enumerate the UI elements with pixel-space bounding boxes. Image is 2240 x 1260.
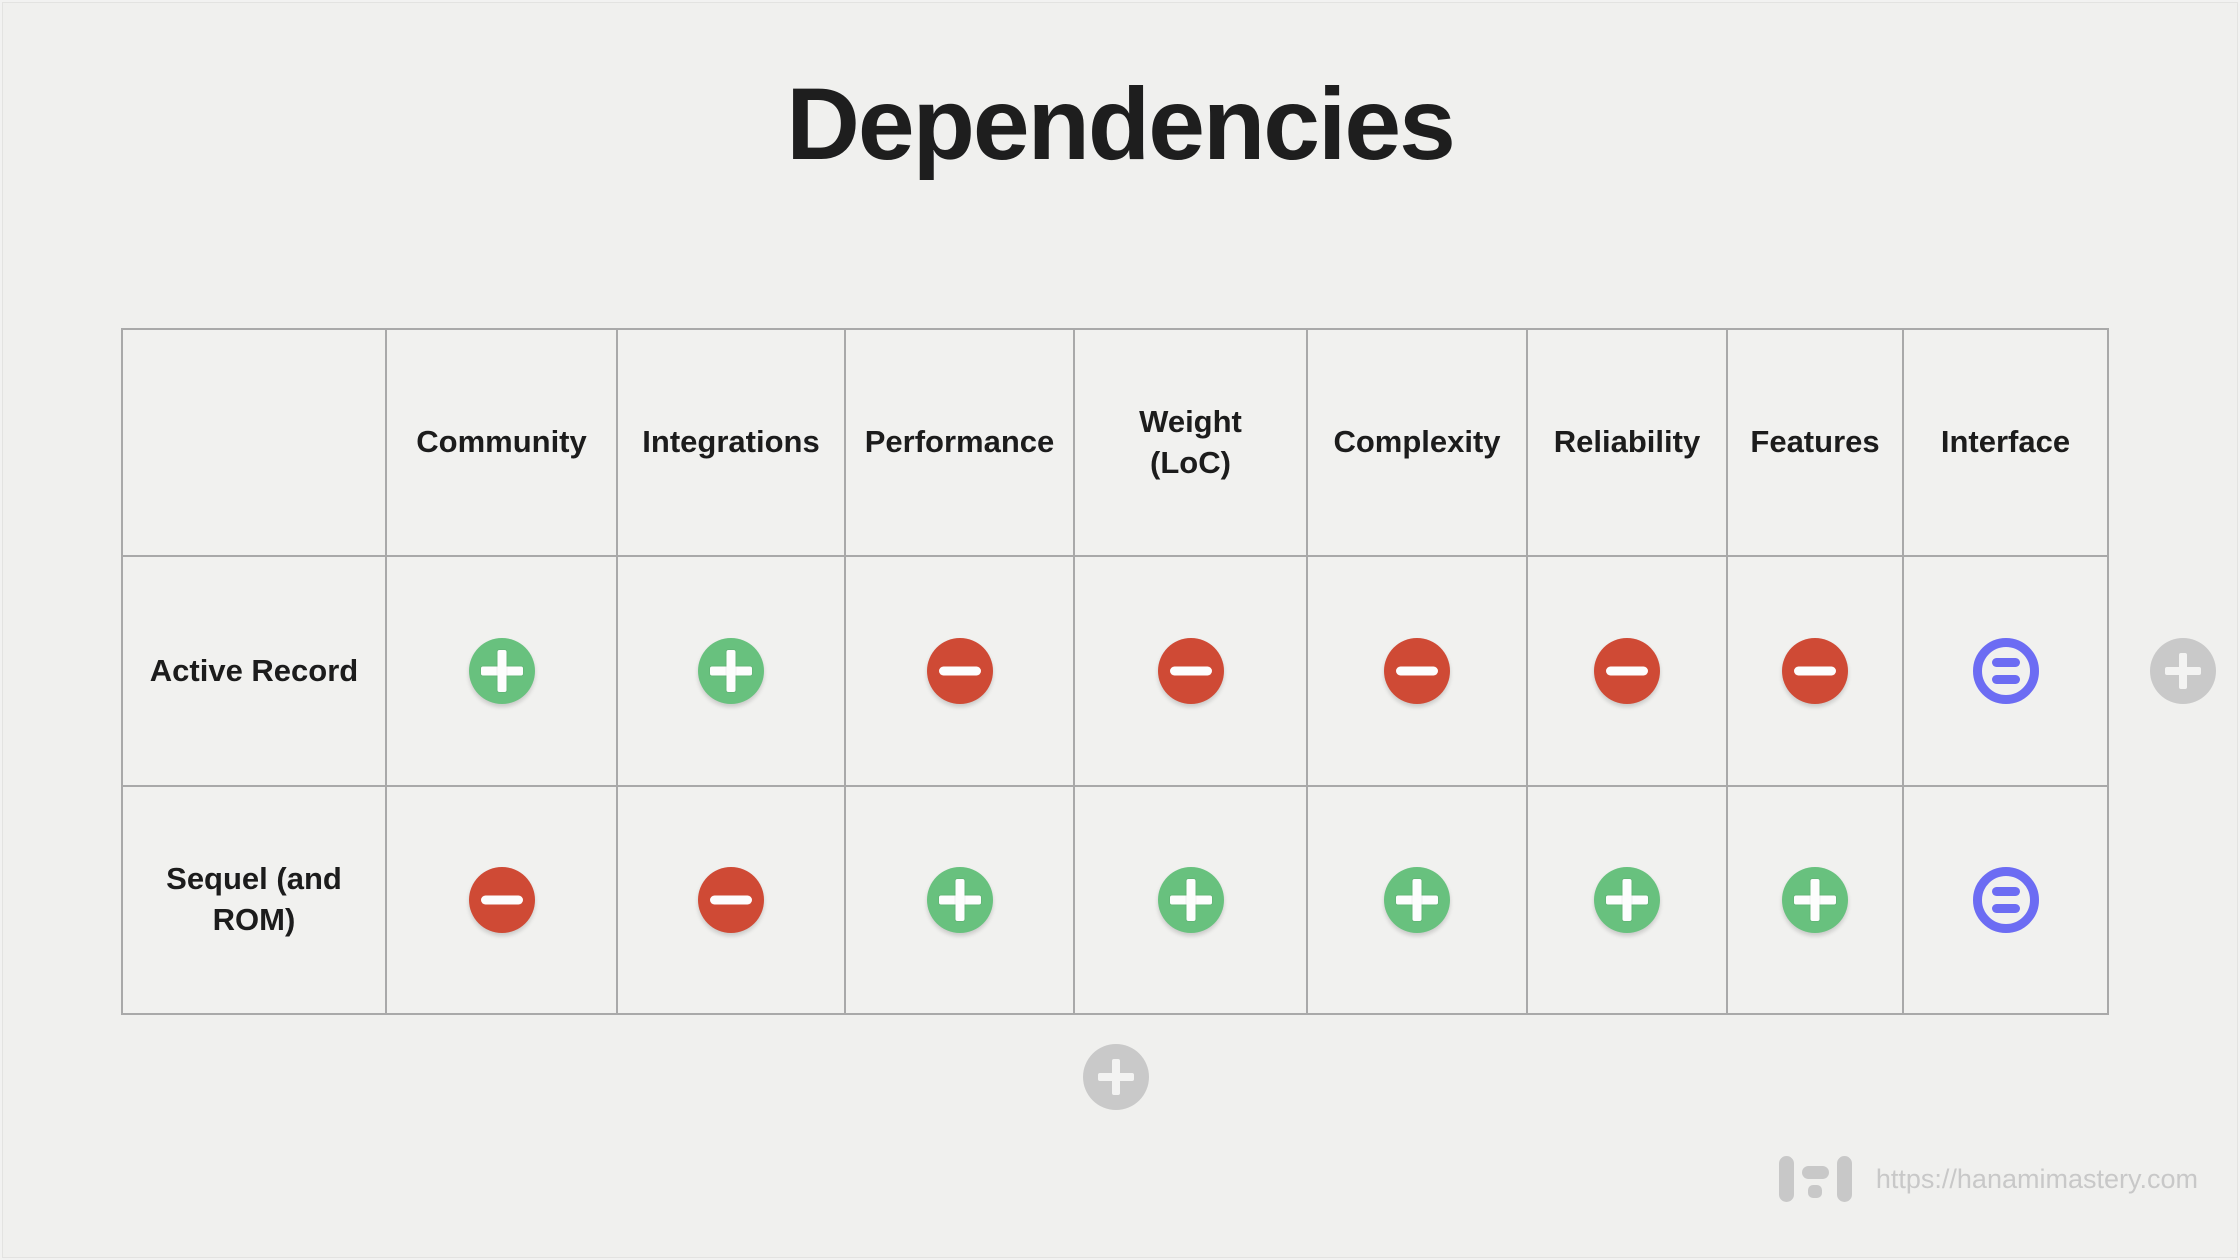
comparison-table: Community Integrations Performance Weight (… — [121, 328, 2109, 1015]
minus-icon — [468, 867, 535, 933]
logo-right-bar — [1836, 1156, 1852, 1202]
corner-cell[interactable] — [123, 330, 385, 555]
column-header-reliability[interactable]: Reliability — [1528, 330, 1726, 555]
column-header-integrations[interactable]: Integrations — [618, 330, 844, 555]
row-label[interactable]: Active Record — [123, 557, 385, 785]
table-cell[interactable] — [1904, 557, 2107, 785]
add-column-button[interactable] — [2150, 638, 2216, 704]
table-cell[interactable] — [1075, 557, 1306, 785]
column-header-complexity[interactable]: Complexity — [1308, 330, 1526, 555]
plus-icon — [1594, 867, 1660, 933]
table-cell[interactable] — [1728, 787, 1902, 1013]
logo-dot — [1808, 1185, 1823, 1198]
table-cell[interactable] — [618, 557, 844, 785]
plus-icon — [468, 638, 535, 704]
hanami-mastery-logo-icon — [1778, 1156, 1852, 1202]
table-cell[interactable] — [1308, 787, 1526, 1013]
plus-icon — [1157, 867, 1224, 933]
minus-icon — [698, 867, 764, 933]
logo-middle — [1801, 1166, 1829, 1198]
equals-icon — [1972, 867, 2039, 933]
add-row-button[interactable] — [1083, 1044, 1149, 1110]
minus-icon — [926, 638, 993, 704]
row-label[interactable]: Sequel (and ROM) — [123, 787, 385, 1013]
plus-icon — [1782, 867, 1848, 933]
table-cell[interactable] — [846, 787, 1073, 1013]
plus-icon — [926, 867, 993, 933]
plus-icon — [698, 638, 764, 704]
column-header-performance[interactable]: Performance — [846, 330, 1073, 555]
table-cell[interactable] — [1904, 787, 2107, 1013]
watermark-url: https://hanamimastery.com — [1875, 1163, 2198, 1194]
logo-middle-bar — [1801, 1166, 1829, 1179]
table-cell[interactable] — [387, 787, 616, 1013]
equals-icon — [1972, 638, 2039, 704]
column-header-community[interactable]: Community — [387, 330, 616, 555]
table-cell[interactable] — [1308, 557, 1526, 785]
minus-icon — [1384, 638, 1450, 704]
table-cell[interactable] — [387, 557, 616, 785]
minus-icon — [1594, 638, 1660, 704]
plus-icon — [1384, 867, 1450, 933]
watermark: https://hanamimastery.com — [1778, 1154, 2198, 1204]
column-header-interface[interactable]: Interface — [1904, 330, 2107, 555]
column-header-weight-loc[interactable]: Weight (LoC) — [1075, 330, 1306, 555]
minus-icon — [1782, 638, 1848, 704]
table-cell[interactable] — [1528, 787, 1726, 1013]
minus-icon — [1157, 638, 1224, 704]
table-cell[interactable] — [1075, 787, 1306, 1013]
page-title: Dependencies — [786, 67, 1456, 181]
table-cell[interactable] — [618, 787, 844, 1013]
table-cell[interactable] — [1728, 557, 1902, 785]
table-cell[interactable] — [846, 557, 1073, 785]
column-header-features[interactable]: Features — [1728, 330, 1902, 555]
table-cell[interactable] — [1528, 557, 1726, 785]
logo-left-bar — [1778, 1156, 1794, 1202]
